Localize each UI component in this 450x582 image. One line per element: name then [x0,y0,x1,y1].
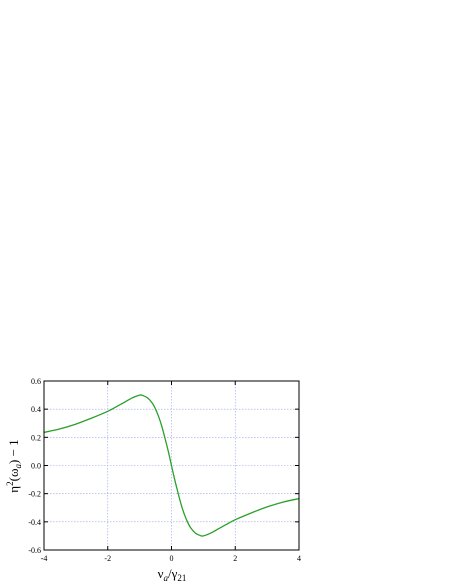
y-tick-label: 0.4 [31,405,41,414]
x-axis-title: νa/γ21 [158,566,187,582]
ticks [43,380,300,551]
series-layer [43,394,300,537]
x-tick-label: 0 [170,554,174,563]
x-tick-label: 4 [297,554,301,563]
y-tick-label: -0.4 [28,518,41,527]
x-tick-label: -2 [104,554,111,563]
series-line [43,394,300,537]
y-tick-label: 0.2 [31,433,41,442]
y-tick-label: 0.0 [31,462,41,471]
x-tick-label: -4 [41,554,48,563]
y-axis-title: η2(ωa) − 1 [5,439,23,492]
y-tick-label: -0.6 [28,546,41,555]
y-tick-label: -0.2 [28,490,41,499]
x-tick-label: 2 [233,554,237,563]
tick-labels: -4 -2 0 2 4 0.6 0.4 0.2 0.0 -0.2 -0.4 -0.6 [28,377,301,563]
y-tick-label: 0.6 [31,377,41,386]
